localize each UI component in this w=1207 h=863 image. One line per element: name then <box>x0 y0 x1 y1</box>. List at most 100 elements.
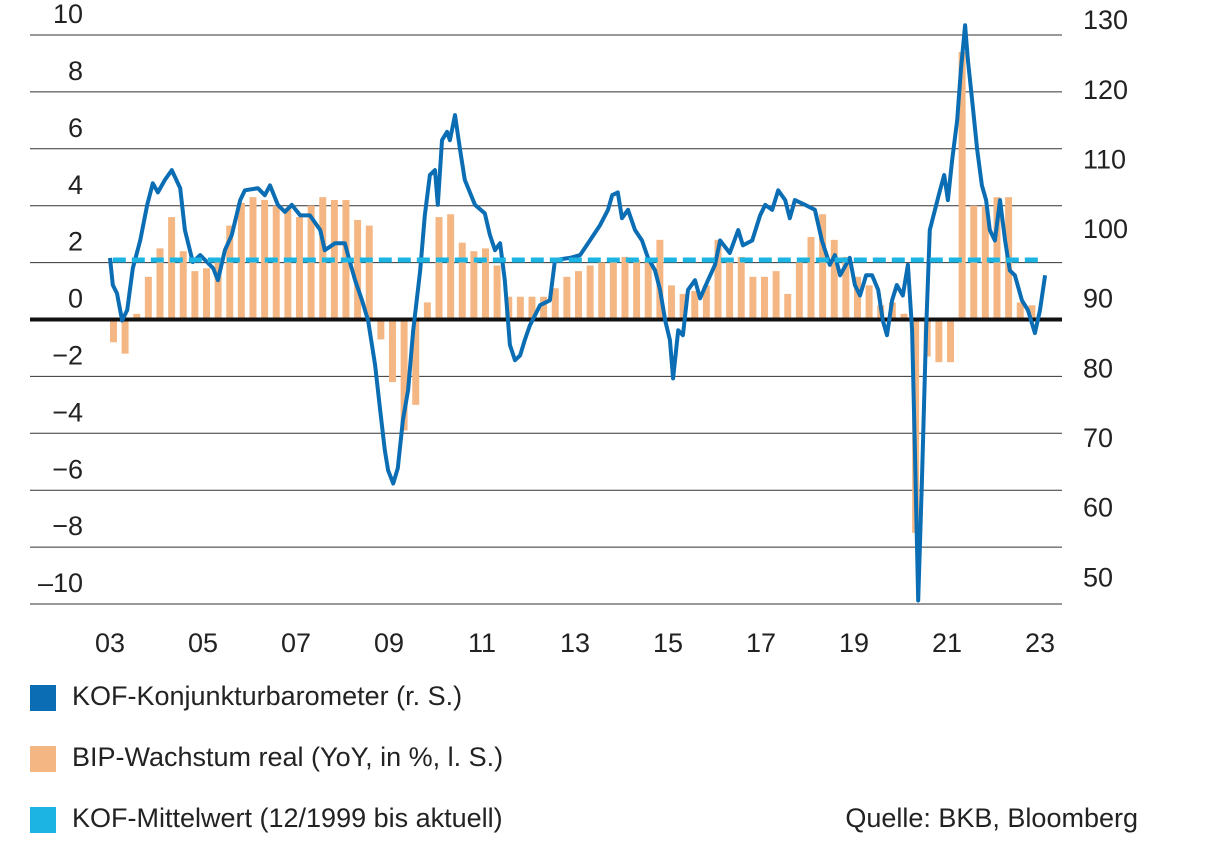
bar <box>377 319 385 340</box>
y-tick-label: −6 <box>52 454 83 484</box>
bar <box>516 296 524 320</box>
bar <box>668 285 675 320</box>
bar <box>226 225 234 320</box>
x-tick-label: 23 <box>1025 628 1055 658</box>
bar <box>656 239 664 320</box>
y2-tick-label: 90 <box>1083 284 1113 314</box>
bar <box>772 271 780 320</box>
bar <box>470 251 478 320</box>
bar <box>714 239 722 320</box>
bar <box>726 259 734 320</box>
bar <box>865 285 873 320</box>
bar <box>156 248 164 320</box>
bar <box>737 256 745 320</box>
bar <box>365 225 373 320</box>
bar <box>819 214 827 320</box>
bar <box>854 276 861 320</box>
x-tick-label: 15 <box>653 628 683 658</box>
bar <box>551 288 559 320</box>
bar <box>354 219 362 320</box>
bar <box>586 265 594 320</box>
bar <box>237 202 245 320</box>
bar <box>284 208 292 320</box>
bar <box>621 256 629 320</box>
bar <box>214 262 222 320</box>
legend-label: BIP-Wachstum real (YoY, in %, l. S.) <box>72 742 503 772</box>
bar <box>900 313 908 320</box>
bar <box>423 302 431 320</box>
bar <box>435 217 443 320</box>
bar <box>203 268 210 320</box>
legend-swatch <box>30 807 56 833</box>
x-tick-label: 17 <box>746 628 776 658</box>
bar <box>644 262 652 320</box>
y-tick-label: −8 <box>52 511 83 541</box>
bar <box>179 251 187 320</box>
bar <box>958 52 966 320</box>
x-tick-label: 21 <box>932 628 962 658</box>
bar <box>493 265 501 320</box>
x-tick-label: 11 <box>468 628 496 658</box>
bar <box>458 242 466 320</box>
bar <box>679 293 687 320</box>
bar <box>981 205 989 320</box>
y-tick-label: 10 <box>53 0 83 29</box>
bar <box>598 262 606 320</box>
bar <box>784 293 792 320</box>
bar <box>633 259 641 320</box>
y-tick-label: −4 <box>52 397 83 427</box>
bar <box>575 271 582 320</box>
bar <box>261 200 269 320</box>
bar <box>133 313 141 320</box>
bar <box>389 319 396 383</box>
y-tick-label: 8 <box>68 56 83 86</box>
bar <box>400 319 408 431</box>
line <box>108 23 1048 603</box>
bar <box>691 291 699 320</box>
bar <box>412 319 420 405</box>
bar <box>1016 302 1024 320</box>
bar <box>761 276 768 320</box>
x-tick-label: 09 <box>374 628 404 658</box>
bar <box>191 271 199 320</box>
bar <box>807 236 815 320</box>
y2-tick-label: 60 <box>1083 493 1113 523</box>
bar <box>563 276 571 320</box>
bar <box>121 319 129 354</box>
bar <box>296 217 303 320</box>
bar <box>307 205 315 320</box>
legend-label: KOF-Konjunkturbarometer (r. S.) <box>72 681 462 711</box>
bar <box>947 319 954 363</box>
bar <box>795 262 803 320</box>
legend-swatch <box>30 746 56 772</box>
bar <box>110 319 117 343</box>
y-tick-label: −2 <box>52 341 83 371</box>
y2-tick-label: 120 <box>1083 75 1128 105</box>
bar <box>970 205 978 320</box>
y-tick-label: 4 <box>68 170 83 200</box>
bar <box>144 276 152 320</box>
y2-tick-label: 80 <box>1083 353 1113 383</box>
y2-tick-label: 70 <box>1083 423 1113 453</box>
x-tick-label: 13 <box>560 628 590 658</box>
y2-tick-label: 50 <box>1083 562 1113 592</box>
bar <box>482 248 489 320</box>
bar <box>609 259 617 320</box>
bar <box>749 276 757 320</box>
bar <box>528 296 536 320</box>
y-tick-label: 0 <box>68 284 83 314</box>
bar <box>842 256 850 320</box>
bar <box>447 214 455 320</box>
x-tick-label: 05 <box>188 628 218 658</box>
y2-tick-label: 100 <box>1083 214 1128 244</box>
y2-tick-label: 110 <box>1083 144 1126 174</box>
y-tick-label: 2 <box>68 227 83 257</box>
legend-swatch <box>30 685 56 711</box>
x-tick-label: 07 <box>281 628 311 658</box>
bar <box>702 285 710 320</box>
bar <box>540 296 548 320</box>
x-tick-label: 19 <box>839 628 869 658</box>
bar <box>272 205 280 320</box>
